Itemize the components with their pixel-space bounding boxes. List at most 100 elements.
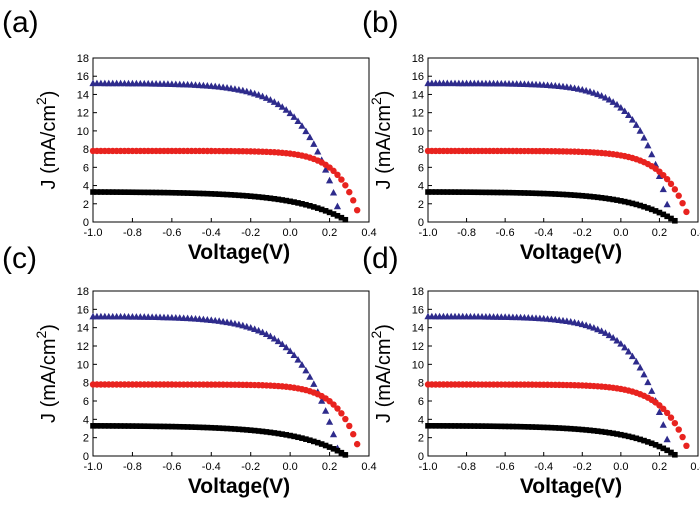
data-point-square: [602, 195, 609, 202]
y-tick-label: 18: [77, 53, 89, 65]
data-point-square: [587, 193, 593, 200]
data-point-square: [208, 424, 215, 431]
y-tick-label: 10: [77, 359, 89, 371]
x-tick-label: 0.0: [282, 227, 297, 239]
data-point-triangle: [621, 107, 629, 115]
data-point-square: [560, 425, 566, 432]
data-point-triangle: [310, 140, 318, 147]
data-point-square: [664, 213, 670, 220]
chart-panel: (b) -1.0 -0.8 -0.6 -0.4 -0.2 0.0 0.2 0.4 0 2 4 6 8 10 1…: [362, 6, 700, 264]
data-point-square: [467, 423, 474, 429]
data-point-triangle: [333, 202, 342, 210]
data-point-square: [479, 189, 485, 196]
data-point-square: [283, 432, 289, 438]
data-point-square: [560, 191, 566, 198]
data-point-square: [251, 427, 258, 434]
data-point-square: [307, 202, 313, 209]
data-point-square: [102, 423, 108, 429]
data-point-square: [452, 423, 458, 429]
data-point-triangle: [247, 88, 255, 96]
y-tick-label: 6: [83, 396, 89, 408]
data-point-square: [173, 190, 179, 196]
data-point-square: [537, 424, 543, 431]
data-point-square: [571, 192, 578, 198]
data-point-square: [540, 424, 547, 431]
data-point-square: [243, 427, 250, 433]
data-point-square: [267, 195, 274, 202]
y-tick-label: 0: [83, 451, 89, 463]
data-point-square: [180, 424, 187, 430]
data-point-triangle: [298, 122, 306, 129]
data-point-triangle: [278, 340, 286, 348]
data-point-square: [633, 201, 640, 208]
data-point-circle: [342, 415, 349, 423]
data-point-square: [98, 423, 104, 429]
data-point-square: [169, 189, 175, 196]
data-point-square: [287, 432, 293, 439]
data-point-square: [633, 435, 640, 442]
data-point-triangle: [255, 326, 263, 334]
y-axis-unit: mA/cm: [373, 105, 395, 167]
data-point-triangle: [601, 93, 610, 101]
data-point-square: [236, 192, 242, 199]
data-point-square: [425, 189, 431, 195]
y-tick-label: 8: [83, 144, 89, 156]
data-point-square: [672, 451, 678, 458]
y-tick-label: 8: [83, 378, 89, 390]
data-point-square: [212, 425, 219, 431]
data-point-square: [456, 189, 462, 195]
data-point-square: [594, 428, 601, 434]
data-point-square: [243, 193, 250, 199]
data-point-square: [153, 423, 159, 430]
data-point-triangle: [329, 430, 338, 438]
data-point-square: [459, 423, 466, 429]
y-tick-label: 8: [418, 378, 424, 390]
data-point-square: [326, 444, 333, 450]
data-point-square: [153, 189, 159, 196]
data-point-triangle: [632, 357, 640, 365]
data-point-circle: [671, 186, 679, 193]
data-point-square: [513, 189, 520, 196]
data-point-triangle: [302, 366, 310, 374]
series-square: [90, 423, 349, 458]
data-point-triangle: [243, 87, 251, 95]
data-point-square: [113, 423, 120, 429]
data-point-square: [259, 428, 266, 435]
data-point-triangle: [609, 98, 617, 105]
data-point-square: [326, 209, 333, 216]
data-point-square: [429, 423, 435, 429]
data-point-circle: [683, 442, 690, 450]
data-point-square: [287, 198, 293, 205]
data-point-square: [471, 189, 478, 196]
data-point-triangle: [644, 378, 652, 386]
data-point-square: [606, 196, 613, 202]
data-point-square: [192, 190, 199, 197]
data-point-triangle: [594, 325, 602, 333]
data-point-square: [483, 189, 489, 196]
data-point-square: [629, 200, 636, 207]
data-point-square: [544, 424, 551, 431]
y-axis-close: ): [373, 324, 395, 331]
data-point-square: [240, 426, 246, 433]
data-point-square: [521, 423, 528, 430]
data-point-triangle: [648, 387, 656, 394]
data-point-square: [494, 423, 501, 430]
data-point-square: [196, 190, 203, 197]
x-axis-title: Voltage(V): [520, 475, 622, 498]
data-point-circle: [334, 171, 341, 179]
x-tick-label: -0.8: [457, 227, 476, 239]
data-point-square: [652, 208, 659, 214]
data-point-square: [533, 190, 539, 197]
data-point-square: [299, 435, 305, 441]
data-point-square: [579, 426, 586, 433]
x-tick-label: -0.4: [202, 461, 221, 473]
data-point-square: [94, 423, 100, 429]
y-tick-label: 2: [418, 199, 424, 211]
data-point-square: [133, 189, 140, 196]
x-tick-label: -1.0: [84, 461, 103, 473]
y-tick-label: 18: [412, 286, 424, 298]
data-point-square: [291, 199, 297, 205]
data-point-square: [598, 428, 605, 435]
data-point-square: [564, 425, 570, 432]
data-point-square: [105, 423, 112, 429]
